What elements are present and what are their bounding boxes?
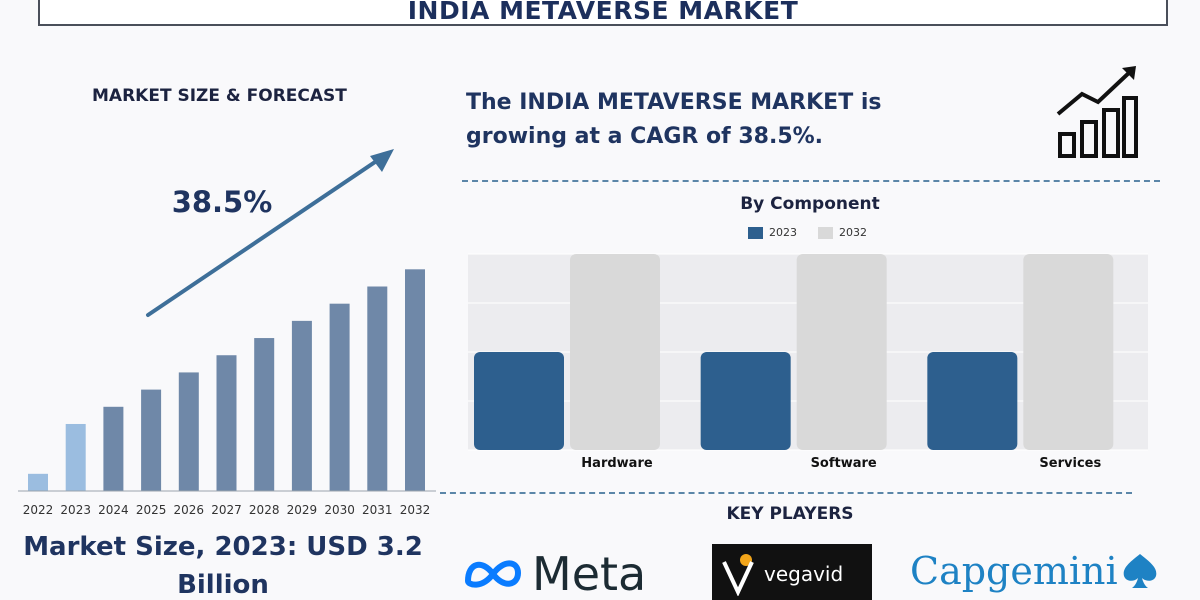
capgemini-logo: Capgemini xyxy=(910,548,1160,594)
component-bar-software-2023 xyxy=(700,352,791,450)
by-component-chart: Hardware Software Services xyxy=(468,253,1148,471)
component-bar-software-2032 xyxy=(796,254,887,450)
forecast-bar-2025 xyxy=(141,389,162,491)
divider-top xyxy=(462,180,1160,182)
cagr-statement: The INDIA METAVERSE MARKET is growing at… xyxy=(466,90,882,149)
bar-chart-growth-icon xyxy=(1056,66,1138,158)
forecast-tick-2028: 2028 xyxy=(249,503,280,517)
legend-swatch-2032 xyxy=(818,226,833,239)
capgemini-spade-icon xyxy=(1123,554,1156,588)
market-forecast-chart: 2022 2023 2024 2025 2026 2027 2028 2029 2030 2031… xyxy=(18,149,436,517)
forecast-bar-2023 xyxy=(65,423,86,491)
meta-infinity-icon xyxy=(464,560,522,588)
forecast-bar-2030 xyxy=(329,303,350,491)
forecast-bar-2032 xyxy=(405,269,425,491)
forecast-tick-2024: 2024 xyxy=(98,503,129,517)
meta-logo-text: Meta xyxy=(532,547,647,600)
component-bar-hardware-2023 xyxy=(474,352,564,450)
component-tick-software: Software xyxy=(811,456,877,471)
component-bar-services-2032 xyxy=(1023,254,1114,450)
page-title: INDIA METAVERSE MARKET xyxy=(407,0,799,25)
forecast-tick-2029: 2029 xyxy=(287,503,318,517)
component-bar-hardware-2032 xyxy=(570,254,660,450)
growth-rate-label: 38.5% xyxy=(172,185,273,219)
forecast-tick-2032: 2032 xyxy=(400,503,431,517)
legend-item-2032: 2032 xyxy=(818,226,867,239)
forecast-tick-2027: 2027 xyxy=(211,503,242,517)
vegavid-v-icon xyxy=(722,554,754,596)
forecast-bar-2031 xyxy=(367,286,388,491)
forecast-tick-2026: 2026 xyxy=(174,503,205,517)
market-size-text: Market Size, 2023: USD 3.2 Billion xyxy=(23,532,423,600)
forecast-bar-2022 xyxy=(28,473,48,491)
market-size-forecast-title: MARKET SIZE & FORECAST xyxy=(92,86,347,106)
forecast-tick-2031: 2031 xyxy=(362,503,393,517)
legend-label-2032: 2032 xyxy=(839,226,867,239)
legend-label-2023: 2023 xyxy=(769,226,797,239)
component-tick-services: Services xyxy=(1039,456,1101,471)
growth-arrow xyxy=(146,149,394,317)
forecast-bar-2027 xyxy=(216,355,237,491)
meta-logo: Meta xyxy=(462,548,646,600)
legend-item-2023: 2023 xyxy=(748,226,797,239)
capgemini-logo-text: Capgemini xyxy=(910,549,1118,593)
forecast-bar-2028 xyxy=(254,338,275,491)
forecast-tick-2023: 2023 xyxy=(60,503,91,517)
forecast-tick-2025: 2025 xyxy=(136,503,167,517)
title-box: INDIA METAVERSE MARKET xyxy=(38,0,1168,26)
key-players-title: KEY PLAYERS xyxy=(726,504,854,524)
forecast-tick-2022: 2022 xyxy=(23,503,54,517)
forecast-bar-2029 xyxy=(291,320,312,491)
vegavid-logo-text: vegavid xyxy=(764,562,844,586)
forecast-bar-2026 xyxy=(178,372,199,491)
component-bar-services-2023 xyxy=(927,352,1018,450)
by-component-title: By Component xyxy=(740,194,880,214)
divider-bottom xyxy=(440,492,1132,494)
forecast-bar-2024 xyxy=(103,406,124,491)
component-tick-hardware: Hardware xyxy=(581,456,653,471)
legend-swatch-2023 xyxy=(748,226,763,239)
vegavid-logo: vegavid xyxy=(712,544,872,600)
forecast-tick-2030: 2030 xyxy=(324,503,355,517)
